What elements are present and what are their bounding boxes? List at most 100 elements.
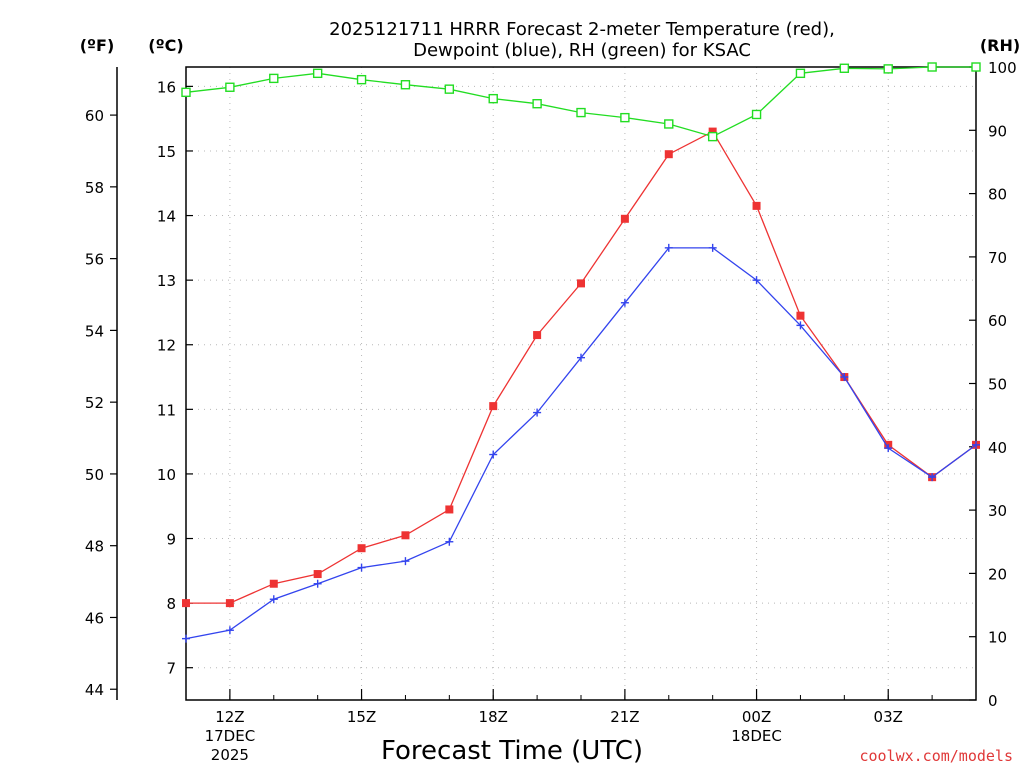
- series-line: [185, 66, 976, 138]
- data-point: [357, 563, 366, 572]
- plot-frame: [185, 66, 977, 701]
- x-tick-label: 2025: [211, 746, 249, 764]
- chart-title-line-1: 2025121711 HRRR Forecast 2-meter Tempera…: [329, 19, 835, 40]
- data-point: [576, 107, 586, 118]
- chart-title-line-2: Dewpoint (blue), RH (green) for KSAC: [413, 40, 751, 61]
- data-point: [884, 444, 893, 453]
- data-point: [489, 402, 498, 411]
- data-point: [357, 544, 366, 553]
- celsius-tick-label: 7: [166, 660, 176, 678]
- data-point: [401, 557, 410, 566]
- data-point: [533, 408, 542, 417]
- rh-tick-label: 100: [988, 59, 1017, 77]
- rh-tick-label: 70: [988, 249, 1007, 267]
- data-point: [269, 595, 278, 604]
- data-point: [488, 93, 498, 104]
- x-tick-label: 21Z: [610, 708, 639, 726]
- grid: [186, 67, 976, 700]
- data-point: [795, 68, 806, 79]
- fahrenheit-tick-label: 58: [85, 179, 104, 197]
- x-tick-label: 00Z: [742, 708, 771, 726]
- data-point: [181, 87, 191, 98]
- celsius-tick-label: 9: [166, 531, 176, 549]
- data-point: [182, 599, 190, 608]
- data-point: [928, 473, 937, 482]
- data-point: [708, 127, 717, 136]
- fahrenheit-tick-label: 48: [85, 538, 104, 556]
- fahrenheit-tick-label: 60: [85, 107, 104, 125]
- credit-text: coolwx.com/models: [859, 747, 1013, 765]
- data-point: [225, 626, 234, 635]
- rh-tick-label: 90: [988, 122, 1007, 140]
- rh-tick-label: 0: [988, 692, 998, 710]
- rh-tick-label: 80: [988, 186, 1007, 204]
- data-point: [577, 353, 585, 362]
- rh-tick-label: 30: [988, 502, 1007, 520]
- rh-tick-label: 60: [988, 312, 1007, 330]
- fahrenheit-tick-label: 52: [85, 394, 104, 412]
- data-point: [489, 450, 498, 459]
- data-point: [225, 599, 234, 608]
- series-line: [185, 247, 977, 640]
- data-point: [445, 537, 454, 546]
- data-point: [752, 201, 761, 210]
- celsius-tick-label: 15: [157, 143, 176, 161]
- data-point: [356, 74, 367, 85]
- data-point: [664, 243, 673, 252]
- fahrenheit-unit-label: (ºF): [80, 36, 115, 55]
- data-point: [269, 73, 279, 84]
- celsius-tick-label: 16: [157, 78, 176, 96]
- data-point: [707, 131, 718, 142]
- series-2-meter-temperature: [182, 127, 980, 608]
- axes: [110, 66, 977, 701]
- data-point: [313, 579, 322, 588]
- data-point: [533, 331, 542, 340]
- data-point: [401, 531, 410, 540]
- data-point: [620, 298, 629, 307]
- celsius-tick-label: 8: [166, 595, 176, 613]
- data-point: [620, 112, 630, 123]
- data-point: [313, 570, 322, 579]
- data-point: [577, 279, 585, 288]
- x-tick-label: 17DEC: [205, 727, 256, 745]
- fahrenheit-tick-label: 56: [85, 251, 104, 269]
- fahrenheit-tick-label: 46: [85, 609, 104, 627]
- x-tick-label: 03Z: [874, 708, 903, 726]
- x-tick-label: 12Z: [215, 708, 244, 726]
- series-rh: [181, 62, 981, 142]
- data-point: [312, 68, 323, 79]
- x-tick-label: 18DEC: [731, 727, 782, 745]
- rh-tick-label: 40: [988, 439, 1007, 457]
- fahrenheit-tick-label: 54: [85, 322, 104, 340]
- celsius-tick-label: 10: [157, 466, 176, 484]
- x-tick-label: 15Z: [347, 708, 376, 726]
- data-point: [927, 62, 937, 72]
- series-dewpoint: [182, 243, 980, 643]
- data-point: [796, 311, 805, 320]
- fahrenheit-tick-label: 50: [85, 466, 104, 484]
- data-point: [269, 579, 278, 588]
- data-point: [182, 634, 190, 643]
- data-point: [532, 99, 542, 109]
- data-point: [620, 214, 629, 223]
- data-point: [444, 84, 455, 94]
- series-line: [186, 130, 977, 604]
- data-point: [445, 505, 454, 514]
- celsius-tick-label: 12: [157, 337, 176, 355]
- data-point: [225, 82, 235, 92]
- data-point: [664, 150, 673, 159]
- data-point: [840, 373, 849, 382]
- rh-tick-label: 10: [988, 629, 1007, 647]
- data-point: [839, 63, 850, 73]
- rh-unit-label: (RH): [980, 36, 1020, 55]
- data-point: [708, 243, 717, 252]
- tick-labels: 7 8 9 10 11 12 13 14 15 16 44 46 48 50 52 54 56 58 60 0 10 20…: [85, 59, 1017, 764]
- data-point: [400, 80, 411, 90]
- celsius-tick-label: 11: [157, 401, 176, 419]
- data-point: [664, 119, 674, 129]
- data-point: [971, 62, 981, 72]
- fahrenheit-tick-label: 44: [85, 681, 104, 699]
- celsius-tick-label: 13: [157, 272, 176, 290]
- x-axis-label: Forecast Time (UTC): [381, 736, 643, 766]
